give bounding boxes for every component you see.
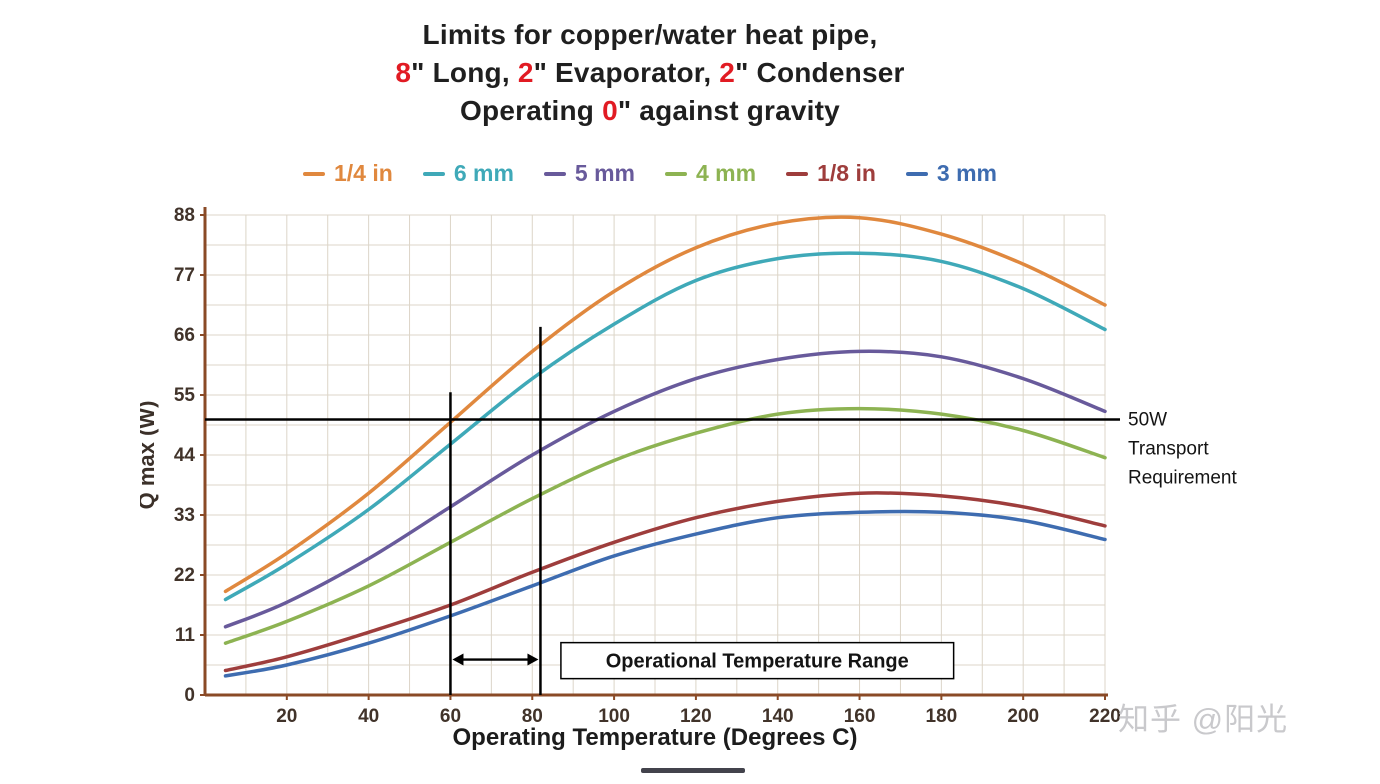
- chart-plot: 20 40 60 80 100 120 140 160 180 200 220 0 11 22 33 44 55…: [140, 205, 1237, 751]
- series-6-mm: [223, 251, 1107, 602]
- legend-label: 5 mm: [574, 160, 635, 186]
- grid: [205, 214, 1106, 695]
- x-tick-label: 60: [440, 706, 461, 727]
- chart-title: Limits for copper/water heat pipe, 8" Lon…: [0, 16, 1300, 130]
- title-line: Limits for copper/water heat pipe,: [422, 19, 878, 50]
- x-tick-label: 40: [358, 706, 379, 727]
- y-tick-label: 33: [174, 505, 195, 526]
- y-tick-label: 44: [174, 445, 196, 466]
- series-1-4-in: [223, 215, 1107, 594]
- x-tick-label: 140: [762, 706, 794, 727]
- legend-dash-icon: [786, 171, 809, 176]
- legend-dash-icon: [665, 171, 687, 176]
- axes: 20 40 60 80 100 120 140 160 180 200 220 0 11 22 33 44 55…: [174, 205, 1121, 727]
- legend-label: 4 mm: [696, 160, 757, 186]
- y-tick-label: 77: [174, 265, 195, 286]
- x-tick-label: 20: [276, 706, 297, 727]
- x-tick-label: 80: [522, 706, 543, 727]
- legend-item-6-mm: 6 mm: [422, 160, 514, 187]
- range-label: Operational Temperature Range: [606, 651, 909, 673]
- legend-dash-icon: [905, 171, 928, 176]
- range-label-box: [560, 641, 955, 680]
- y-tick-label: 11: [175, 625, 196, 646]
- y-tick-label: 66: [174, 325, 195, 346]
- y-tick-label: 0: [184, 685, 195, 706]
- y-tick-label: 22: [174, 565, 195, 586]
- x-tick-label: 160: [844, 706, 876, 727]
- x-axis-label: Operating Temperature (Degrees C): [453, 724, 858, 751]
- fifty-watt-label: Transport: [1128, 439, 1209, 460]
- y-tick-label: 88: [174, 205, 195, 226]
- title-line: Operating 0" against gravity: [460, 95, 840, 126]
- legend-item-5-mm: 5 mm: [543, 160, 635, 187]
- watermark: 知乎 @阳光: [1118, 702, 1289, 737]
- x-tick-label: 120: [680, 706, 712, 727]
- x-tick-label: 100: [598, 706, 630, 727]
- range-arrow-icon: [452, 653, 539, 666]
- legend-item-1-8-in: 1/8 in: [786, 160, 876, 187]
- legend-dash-icon: [422, 171, 445, 176]
- series-4-mm: [223, 406, 1107, 645]
- legend-item-1-4-in: 1/4 in: [303, 160, 393, 187]
- legend-item-3-mm: 3 mm: [905, 160, 997, 187]
- legend: 1/4 in 6 mm 5 mm 4 mm 1/8 in 3 mm: [0, 160, 1300, 187]
- series-1-8-in: [223, 491, 1107, 673]
- fifty-watt-label: Requirement: [1128, 468, 1237, 489]
- y-axis-label: Q max (W): [140, 401, 159, 510]
- legend-label: 1/4 in: [334, 160, 393, 186]
- x-tick-label: 180: [926, 706, 958, 727]
- fifty-watt-label: 50W: [1128, 410, 1167, 431]
- legend-label: 1/8 in: [817, 160, 876, 186]
- title-line: 8" Long, 2" Evaporator, 2" Condenser: [395, 57, 905, 88]
- legend-dash-icon: [303, 171, 325, 176]
- x-tick-label: 200: [1007, 706, 1039, 727]
- legend-label: 3 mm: [936, 160, 997, 186]
- legend-dash-icon: [543, 171, 566, 176]
- y-tick-label: 55: [174, 385, 196, 406]
- legend-label: 6 mm: [453, 160, 514, 186]
- legend-item-4-mm: 4 mm: [665, 160, 756, 187]
- series-3-mm: [223, 509, 1107, 678]
- series-5-mm: [223, 349, 1107, 629]
- underline-mark: [641, 768, 745, 773]
- x-tick-label: 220: [1089, 706, 1121, 727]
